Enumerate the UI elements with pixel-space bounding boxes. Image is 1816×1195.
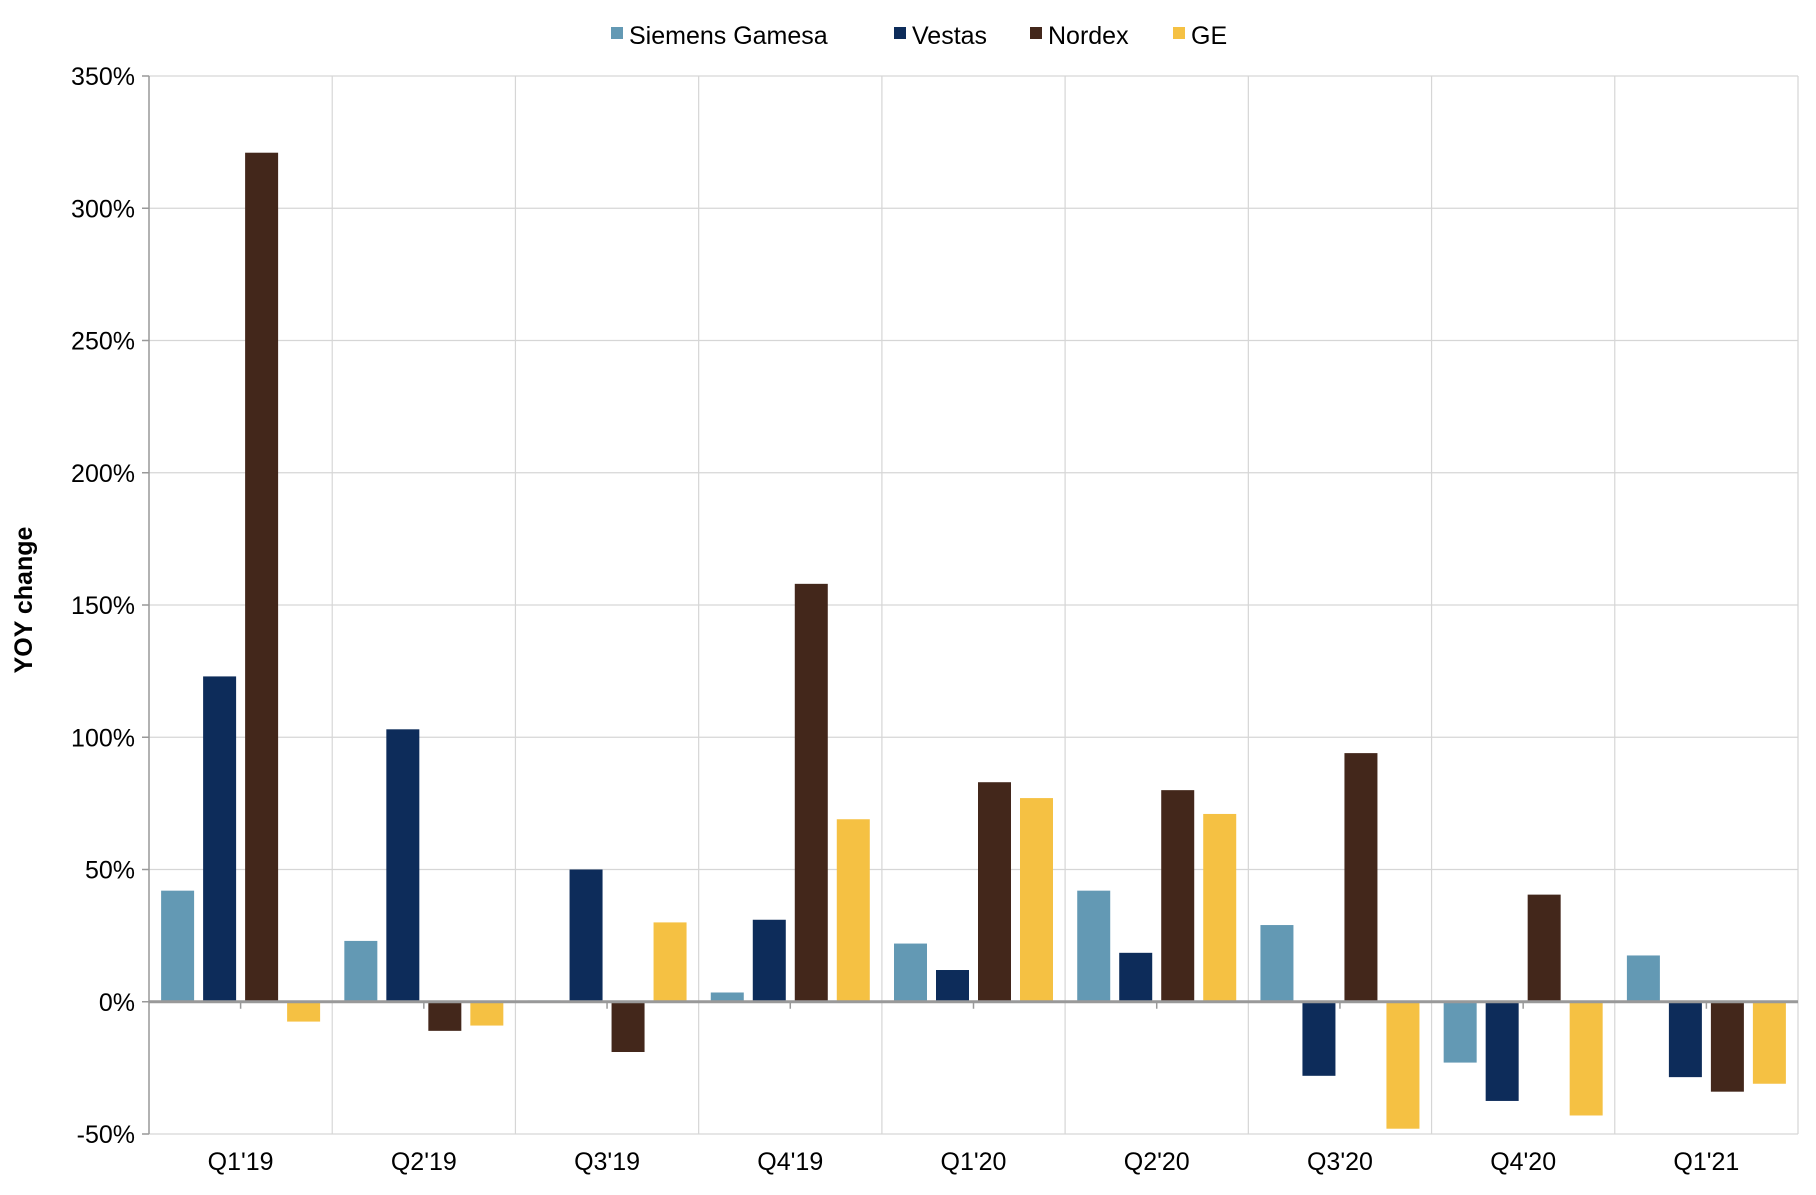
legend-swatch — [1173, 27, 1185, 39]
x-tick-label: Q2'20 — [1124, 1148, 1190, 1176]
y-tick-label: 50% — [85, 857, 135, 885]
bar-ge-1 — [470, 1001, 504, 1026]
bar-vestas-4 — [936, 970, 969, 1002]
bar-nordex-8 — [1710, 1001, 1744, 1092]
bar-vestas-8 — [1668, 1001, 1702, 1078]
x-tick-label: Q4'19 — [757, 1148, 823, 1176]
bar-vestas-7 — [1485, 1001, 1519, 1101]
legend: Siemens Gamesa Vestas Nordex GE — [611, 22, 1227, 50]
x-tick-label: Q1'21 — [1673, 1148, 1739, 1176]
legend-item: Vestas — [894, 22, 987, 50]
y-tick-label: 200% — [71, 460, 135, 488]
bar-nordex-2 — [611, 1001, 645, 1053]
x-tick-label: Q1'20 — [941, 1148, 1007, 1176]
y-tick-label: -50% — [77, 1121, 135, 1149]
bar-ge-2 — [653, 922, 687, 1002]
bar-siemens-gamesa-6 — [1260, 925, 1294, 1002]
x-tick-label: Q2'19 — [391, 1148, 457, 1176]
legend-item: GE — [1173, 22, 1227, 50]
legend-label: GE — [1191, 22, 1227, 50]
legend-swatch — [894, 27, 906, 39]
gridlines — [149, 75, 1799, 1135]
x-tick-label: Q4'20 — [1490, 1148, 1556, 1176]
bar-vestas-1 — [386, 729, 420, 1002]
bar-siemens-gamesa-3 — [710, 992, 744, 1002]
bar-nordex-5 — [1161, 790, 1195, 1002]
bar-siemens-gamesa-8 — [1626, 955, 1660, 1002]
bar-siemens-gamesa-5 — [1077, 890, 1111, 1002]
y-tick-label: 0% — [99, 989, 135, 1017]
bar-ge-6 — [1386, 1001, 1420, 1129]
bar-ge-5 — [1203, 813, 1237, 1002]
y-tick-label: 150% — [71, 592, 135, 620]
y-tick-label: 100% — [71, 724, 135, 752]
bar-siemens-gamesa-4 — [894, 943, 927, 1002]
bar-siemens-gamesa-7 — [1443, 1001, 1477, 1063]
bar-ge-4 — [1020, 798, 1053, 1002]
bar-nordex-7 — [1527, 894, 1561, 1002]
legend-swatch — [1030, 27, 1042, 39]
legend-label: Siemens Gamesa — [629, 22, 828, 50]
bar-nordex-1 — [428, 1001, 462, 1031]
legend-swatch — [611, 27, 623, 39]
legend-label: Nordex — [1048, 22, 1129, 50]
bar-siemens-gamesa-1 — [344, 940, 378, 1002]
bar-vestas-5 — [1119, 952, 1153, 1002]
bar-ge-0 — [287, 1001, 321, 1022]
legend-item: Siemens Gamesa — [611, 22, 828, 50]
x-tick-label: Q1'19 — [208, 1148, 274, 1176]
bar-siemens-gamesa-0 — [161, 890, 195, 1002]
bar-vestas-3 — [752, 919, 786, 1002]
x-tick-label: Q3'19 — [574, 1148, 640, 1176]
y-tick-label: 300% — [71, 195, 135, 223]
bar-nordex-3 — [794, 583, 828, 1002]
y-tick-label: 350% — [71, 63, 135, 91]
y-tick-label: 250% — [71, 328, 135, 356]
bar-ge-8 — [1752, 1001, 1786, 1084]
legend-label: Vestas — [912, 22, 987, 50]
axes: -50% 0% 50% 100% 150% 200% 250% 300% 350% Q1'19 Q2… — [71, 63, 1798, 1176]
bar-nordex-6 — [1344, 753, 1378, 1002]
bars — [161, 152, 1786, 1129]
bar-nordex-0 — [245, 152, 279, 1002]
bar-vestas-0 — [203, 676, 237, 1002]
bar-ge-3 — [836, 819, 870, 1002]
legend-item: Nordex — [1030, 22, 1129, 50]
bar-vestas-2 — [569, 869, 603, 1002]
bar-ge-7 — [1569, 1001, 1603, 1116]
y-axis-label: YOY change — [10, 527, 38, 674]
bar-vestas-6 — [1302, 1001, 1336, 1076]
bar-nordex-4 — [978, 782, 1011, 1002]
x-tick-label: Q3'20 — [1307, 1148, 1373, 1176]
